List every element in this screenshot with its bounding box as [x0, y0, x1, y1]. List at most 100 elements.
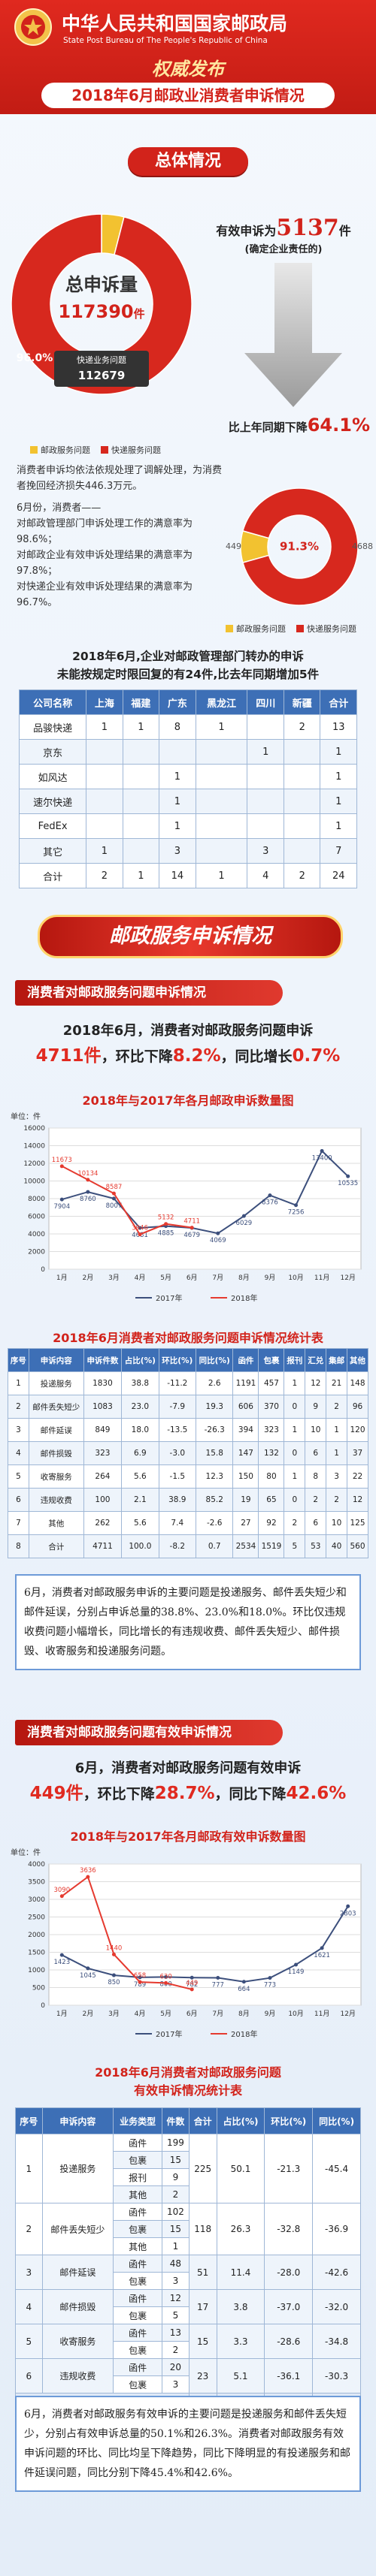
row: 3 邮件延误 849 18.0 -13.5 -26.3 394 323 1 10 1 120	[8, 1418, 368, 1442]
cell: 96	[347, 1395, 368, 1419]
value-label: 8007	[106, 1202, 123, 1210]
point	[241, 1214, 246, 1218]
summary-part: ，环比下降	[83, 1786, 155, 1802]
cell: 9	[305, 1395, 327, 1419]
value-label: 1440	[106, 1944, 123, 1952]
y-tick-label: 2500	[28, 1914, 45, 1922]
header-cell: 汇兑	[305, 1348, 327, 1372]
row: 报刊 9	[16, 2168, 361, 2186]
cell: 370	[258, 1395, 285, 1419]
header-cell: 合计	[320, 689, 357, 715]
table-head: 公司名称 上海 福建 广东 黑龙江 四川 新疆 合计	[18, 689, 357, 715]
cell: 7	[320, 838, 357, 864]
cell	[122, 789, 160, 814]
cell: 包裹	[113, 2375, 163, 2394]
cell: -7.9	[158, 1395, 197, 1419]
y-tick-label: 10000	[23, 1178, 45, 1186]
cell: -28.6	[264, 2324, 314, 2359]
x-tick-label: 6月	[186, 1274, 198, 1282]
cell: 违规收费	[28, 1488, 84, 1512]
cell: 1	[159, 764, 196, 789]
cell: 12	[347, 1488, 368, 1512]
cell: 0	[284, 1395, 306, 1419]
cell: 40	[326, 1534, 348, 1558]
paragraph: 消费者申诉均依法依规处理了调解处理，为消费者挽回经济损失446.3万元。	[17, 465, 223, 492]
x-tick-label: 11月	[314, 2010, 329, 2018]
row: 1 投递服务 函件 199 225 50.1 -21.3 -45.4	[15, 2134, 361, 2203]
x-tick-label: 9月	[265, 2010, 276, 2018]
cell: 125	[347, 1511, 368, 1535]
cell: 1	[122, 863, 160, 888]
header-cell: 占比(%)	[121, 1348, 159, 1372]
value-label: 782	[186, 1981, 198, 1989]
cell: 3	[247, 838, 284, 864]
cell: 3	[15, 2255, 43, 2290]
x-tick-label: 5月	[160, 1274, 171, 1282]
header-subtitle: State Post Bureau of The People's Republ…	[63, 36, 268, 45]
x-tick-label: 7月	[212, 2010, 223, 2018]
header-cell: 占比(%)	[216, 2107, 265, 2134]
header-cell: 申诉内容	[41, 2107, 114, 2134]
cell: 1	[326, 1441, 348, 1465]
emblem	[14, 8, 52, 46]
value-label: 4688	[352, 541, 373, 551]
cell: 100	[83, 1488, 123, 1512]
cell: 15	[162, 2220, 190, 2238]
total-value: 117390	[58, 301, 133, 322]
summary: 4711件，环比下降8.2%，同比增长0.7%	[0, 1041, 376, 1066]
summary-part: 0.7%	[292, 1046, 341, 1066]
cell: 邮件延误	[41, 2255, 114, 2290]
value-label: 8376	[262, 1199, 278, 1207]
x-tick-label: 12月	[340, 2010, 355, 2018]
x-tick-label: 8月	[238, 1274, 250, 1282]
cell: 50.1	[216, 2134, 265, 2203]
cell: 3.8	[216, 2289, 265, 2324]
value-label: 449	[226, 541, 241, 551]
cell: 38.8	[121, 1371, 159, 1395]
cell: -36.1	[264, 2358, 314, 2394]
cell: -34.8	[312, 2324, 361, 2359]
point	[86, 1178, 90, 1182]
cell: -26.3	[195, 1418, 234, 1442]
cell: 560	[347, 1534, 368, 1558]
cell: 4	[8, 1441, 29, 1465]
cell: 11.4	[216, 2255, 265, 2290]
cell: 4711	[83, 1534, 123, 1558]
cell: 6	[305, 1511, 327, 1535]
x-tick-label: 9月	[265, 1274, 276, 1282]
cell	[122, 813, 160, 839]
summary-part: ，环比下降	[101, 1048, 173, 1065]
value-label: 10134	[77, 1170, 98, 1178]
cell: 147	[232, 1441, 259, 1465]
cell: 48	[162, 2255, 190, 2273]
cell	[283, 789, 321, 814]
cell: 1	[86, 838, 123, 864]
summary-part: 42.6%	[286, 1784, 347, 1803]
cell: 1	[162, 2237, 190, 2255]
overdue-table: 公司名称 上海 福建 广东 黑龙江 四川 新疆 合计 品骏快递 1 1 8 1 2 13 京东 1 1 如风达 1 1 速…	[18, 689, 357, 888]
cell: 1	[326, 1418, 348, 1442]
point	[111, 1973, 116, 1977]
cell: 323	[258, 1418, 285, 1442]
cell: 2534	[232, 1534, 259, 1558]
line: 未能按规定时限回复的有24件,比去年同期增加5件	[56, 668, 320, 681]
header-cell: 序号	[8, 1348, 29, 1372]
cell: 264	[83, 1464, 123, 1489]
cell	[195, 813, 248, 839]
inner-label: 快递业务问题	[77, 354, 126, 365]
section-heading: 总体情况	[128, 147, 248, 176]
paragraph: 对邮政管理部门申诉处理工作的满意率为98.6%；	[17, 518, 193, 545]
postal-text: 6月，消费者对邮政服务申诉的主要问题是投递服务、邮件丢失短少和邮件延误，分别占申…	[15, 1574, 361, 1670]
value-label: 8760	[80, 1196, 96, 1203]
inner-value: 112679	[78, 369, 126, 382]
donut-chart: 总申诉量 117390件 快递业务问题 112679 96.0%	[11, 213, 193, 395]
summary-part: ，同比下降	[214, 1786, 287, 1802]
header-cell: 公司名称	[18, 689, 87, 715]
header-cell: 同比(%)	[312, 2107, 361, 2134]
point	[59, 1164, 64, 1169]
point	[164, 1222, 168, 1226]
paragraph: 对邮政企业有效申诉处理结果的满意率为97.8%；	[17, 550, 193, 577]
cell: 19	[232, 1488, 259, 1512]
cell: 606	[232, 1395, 259, 1419]
cell: 1191	[232, 1371, 259, 1395]
